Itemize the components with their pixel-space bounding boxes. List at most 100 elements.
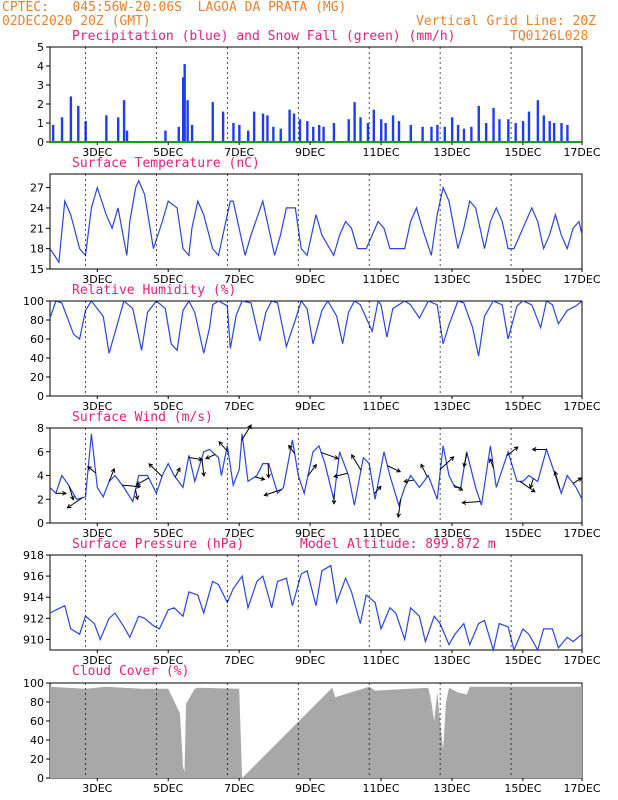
wind-arrow-head bbox=[148, 463, 154, 468]
precip-ytick-label: 4 bbox=[37, 60, 44, 73]
humidity-ytick-label: 20 bbox=[30, 371, 44, 384]
cloud-ytick-label: 100 bbox=[23, 677, 44, 690]
precip-xtick-label: 9DEC bbox=[295, 146, 325, 159]
wind-arrow bbox=[264, 489, 282, 496]
precip-bar bbox=[51, 124, 55, 142]
humidity-xtick-label: 15DEC bbox=[504, 400, 541, 413]
precip-bar bbox=[421, 126, 424, 142]
wind-arrow-head bbox=[458, 486, 464, 491]
wind-arrow-head bbox=[331, 499, 337, 505]
wind-arrow bbox=[87, 466, 97, 474]
cloud-xtick-label: 7DEC bbox=[224, 782, 254, 795]
wind-arrow-head bbox=[134, 495, 140, 501]
temperature-ytick-label: 27 bbox=[30, 182, 44, 195]
precip-bar bbox=[462, 128, 466, 142]
precip-ytick-label: 5 bbox=[37, 41, 44, 54]
cloud-ytick-label: 20 bbox=[30, 753, 44, 766]
precip-bar bbox=[397, 121, 401, 142]
wind-arrow bbox=[174, 467, 181, 478]
precip-xtick-label: 3DEC bbox=[82, 146, 112, 159]
wind-arrow bbox=[134, 489, 139, 500]
precip-ytick-label: 1 bbox=[37, 117, 44, 130]
precip-bar bbox=[312, 126, 315, 142]
wind-arrow-head bbox=[87, 466, 92, 471]
wind-frame bbox=[49, 427, 583, 524]
precip-bar bbox=[298, 119, 302, 142]
wind-arrow-head bbox=[531, 447, 537, 452]
wind-arrow bbox=[387, 465, 401, 473]
header-run-time: 02DEC2020 20Z (GMT) bbox=[2, 14, 151, 29]
wind-arrow bbox=[320, 451, 339, 460]
precip-ytick-label: 3 bbox=[37, 79, 44, 92]
precip-bar bbox=[384, 123, 387, 142]
header-location: CPTEC: 045:56W-20:06S LAGOA DA PRATA (MG… bbox=[2, 0, 347, 15]
precip-bar bbox=[306, 121, 309, 142]
temperature-xtick-label: 7DEC bbox=[224, 273, 254, 286]
wind-arrow-head bbox=[513, 446, 519, 451]
wind-xtick-label: 3DEC bbox=[82, 527, 112, 540]
precip-bar bbox=[211, 102, 214, 142]
precip-bar bbox=[190, 124, 194, 142]
precip-bar bbox=[238, 124, 241, 142]
wind-xtick-label: 7DEC bbox=[224, 527, 254, 540]
wind-arrow bbox=[307, 464, 317, 477]
wind-xtick-label: 11DEC bbox=[362, 527, 399, 540]
cloud-ytick-label: 40 bbox=[30, 734, 44, 747]
humidity-line bbox=[49, 299, 583, 357]
precip-bar bbox=[266, 115, 269, 142]
pressure-annotation: Model Altitude: 899.872 m bbox=[300, 537, 496, 552]
precip-bar bbox=[122, 100, 126, 142]
wind-arrow-head bbox=[62, 490, 67, 496]
temperature-xtick-label: 5DEC bbox=[153, 273, 183, 286]
precip-bar bbox=[507, 119, 510, 142]
wind-xtick-label: 13DEC bbox=[433, 527, 470, 540]
wind-arrow-head bbox=[260, 476, 266, 481]
precip-bar bbox=[164, 130, 167, 142]
precip-bar bbox=[366, 123, 370, 142]
wind-arrow-head bbox=[529, 484, 534, 490]
wind-arrow bbox=[572, 477, 582, 484]
precip-bar bbox=[232, 123, 235, 142]
pressure-xtick-label: 5DEC bbox=[153, 654, 183, 667]
cloud-ytick-label: 0 bbox=[37, 772, 44, 785]
wind-arrow bbox=[519, 481, 536, 493]
precip-bar bbox=[77, 105, 80, 142]
wind-arrow-head bbox=[488, 457, 494, 463]
wind-arrow bbox=[288, 445, 296, 454]
wind-xtick-label: 17DEC bbox=[563, 527, 600, 540]
humidity-xtick-label: 13DEC bbox=[433, 400, 470, 413]
precip-xtick-label: 5DEC bbox=[153, 146, 183, 159]
temperature-xtick-label: 13DEC bbox=[433, 273, 470, 286]
precip-bar bbox=[477, 105, 480, 142]
cloud-ytick-label: 80 bbox=[30, 696, 44, 709]
wind-ytick-label: 0 bbox=[37, 517, 44, 530]
precip-bar bbox=[317, 124, 321, 142]
precip-bar bbox=[450, 117, 454, 142]
precip-frame bbox=[49, 46, 583, 143]
wind-arrow-head bbox=[461, 500, 467, 505]
wind-arrow bbox=[463, 452, 468, 467]
wind-arrow-head bbox=[420, 463, 425, 469]
wind-arrow bbox=[440, 456, 455, 470]
wind-arrow bbox=[136, 477, 149, 486]
wind-arrow bbox=[420, 464, 428, 478]
precip-xtick-label: 17DEC bbox=[563, 146, 600, 159]
precip-bar bbox=[443, 126, 446, 142]
wind-arrow-head bbox=[66, 503, 72, 509]
wind-ytick-label: 8 bbox=[37, 422, 44, 435]
precip-bar bbox=[347, 119, 350, 142]
precip-bar bbox=[436, 124, 439, 142]
precip-bar bbox=[69, 96, 73, 142]
temperature-title: Surface Temperature (nC) bbox=[72, 156, 260, 171]
wind-arrow-head bbox=[70, 495, 75, 501]
precip-bar bbox=[84, 121, 87, 142]
wind-arrow-head bbox=[204, 455, 210, 460]
humidity-ytick-label: 100 bbox=[23, 295, 44, 308]
precip-title: Precipitation (blue) and Snow Fall (gree… bbox=[72, 29, 456, 44]
cloud-cover-area bbox=[50, 686, 582, 778]
precip-xtick-label: 11DEC bbox=[362, 146, 399, 159]
wind-arrow bbox=[241, 424, 252, 441]
wind-arrow-head bbox=[553, 470, 559, 476]
precip-bar bbox=[322, 126, 325, 142]
